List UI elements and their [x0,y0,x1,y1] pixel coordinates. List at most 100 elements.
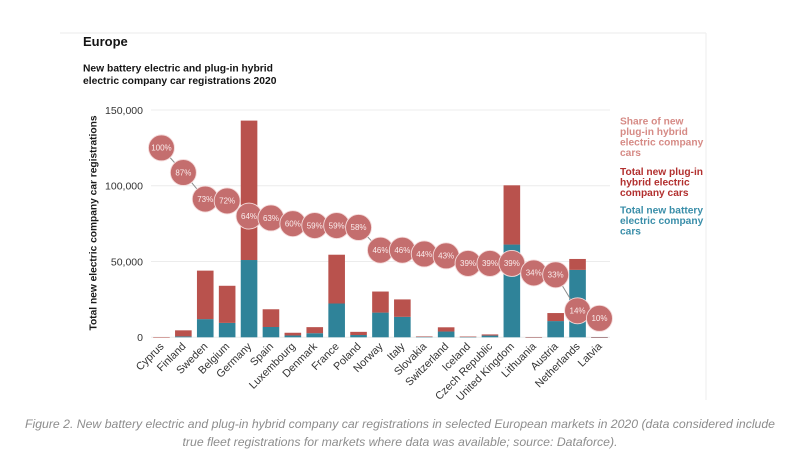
bar-phev-czech-republic [481,334,499,336]
legend-share-line-4: cars [620,148,641,159]
share-bubble-label: 60% [285,219,301,228]
figure-caption-line-1: Figure 2. New battery electric and plug-… [25,417,775,431]
share-bubble-label: 59% [307,221,323,230]
share-bubbles: 100% 87% 73% 72% 64% 63% 60% 59% 59% 58% 46% 46% 44%… [147,134,613,332]
share-bubble-label: 59% [329,221,345,230]
bar-bev-germany [240,260,258,338]
bar-bev-sweden [196,319,214,338]
y-tick-label: 100,000 [105,181,143,193]
share-bubble-label: 46% [372,246,388,255]
share-bubble-label: 46% [394,246,410,255]
bar-bev-norway [372,312,389,338]
share-bubble-circle [147,134,175,162]
share-bubble-circle [169,159,197,186]
bar-phev-austria [547,313,564,322]
share-bubble-cyprus: 100% [147,134,175,162]
y-tick-label: 50,000 [111,256,143,268]
legend-item-phev: Total new plug-in hybrid electric compan… [620,167,703,199]
share-bubble-label: 39% [504,259,520,268]
share-bubble-label: 34% [526,269,542,278]
bar-phev-germany [240,120,258,261]
chart-subtitle-line-2: electric company car registrations 2020 [83,76,277,87]
bar-bev-france [328,303,345,338]
legend-phev-line-2: hybrid electric [620,178,690,189]
x-axis-ticks: CyprusFinlandSwedenBelgiumGermanySpainLu… [134,340,605,403]
share-bubble-czech-republic: 39% [476,249,504,277]
legend-phev-line-3: company cars [620,188,689,199]
legend-bev-line-1: Total new battery [620,206,703,217]
y-axis-title: Total new electric company car registrat… [89,115,100,330]
chart-subtitle-line-1: New battery electric and plug-in hybrid [83,64,273,75]
share-bubble-label: 33% [548,271,564,280]
bar-phev-cyprus [153,337,170,338]
y-tick-label: 150,000 [105,105,143,117]
bar-phev-slovakia [415,336,433,337]
legend-bev-line-3: cars [620,227,641,238]
figure-caption-line-2: true fleet registrations for markets whe… [183,435,618,449]
bar-bev-austria [547,321,564,338]
bar-bev-luxembourg [284,335,302,338]
share-bubble-lithuania: 34% [520,259,548,287]
bar-phev-netherlands [569,258,586,270]
legend: Share of new plug-in hybrid electric com… [620,117,704,238]
share-bubble-label: 64% [241,212,257,221]
bar-phev-iceland [459,336,477,338]
share-bubble-circle [213,187,241,215]
bars [153,120,608,338]
bar-bev-switzerland [437,331,455,338]
bar-phev-finland [175,330,192,337]
bar-bev-belgium [218,322,236,338]
share-bubble-label: 100% [151,144,171,153]
share-bubble-label: 43% [438,252,454,261]
legend-share-line-1: Share of new [620,117,683,128]
bar-phev-sweden [196,270,214,320]
share-bubble-circle [586,304,613,332]
legend-phev-line-1: Total new plug-in [620,167,703,178]
bar-phev-united-kingdom [503,185,521,245]
legend-bev-line-2: electric company [620,216,704,227]
bar-bev-spain [262,326,280,338]
bar-phev-luxembourg [284,332,302,336]
share-bubble-iceland: 39% [454,249,482,277]
share-bubble-poland: 58% [345,213,372,241]
y-axis-ticks: 0 50,000 100,000 150,000 [105,105,143,344]
share-bubble-belgium: 72% [213,187,241,215]
share-bubble-latvia: 10% [586,304,613,332]
share-bubble-finland: 87% [169,159,197,186]
bar-phev-spain [262,309,280,327]
share-bubble-label: 39% [460,259,476,268]
bar-phev-norway [372,291,389,313]
share-bubble-circle [542,261,570,289]
share-bubble-label: 14% [570,307,586,316]
share-bubble-label: 72% [219,197,235,206]
legend-share-line-2: plug-in hybrid [620,127,688,138]
chart-title: Europe [83,34,128,49]
bar-phev-denmark [306,327,324,334]
share-bubble-label: 87% [175,168,191,177]
bar-bev-iceland [459,336,477,338]
share-bubble-label: 58% [351,223,367,232]
share-bubble-circle [345,213,372,241]
bar-phev-france [328,254,345,304]
legend-item-bev: Total new battery electric company cars [620,206,704,238]
share-bubble-label: 73% [197,195,213,204]
share-bubble-label: 39% [482,259,498,268]
legend-share-line-3: electric company [620,138,704,149]
legend-item-share: Share of new plug-in hybrid electric com… [620,117,704,160]
bar-phev-latvia [591,337,608,338]
bar-bev-poland [350,335,367,338]
x-tick-label-latvia: Latvia [576,341,605,370]
y-tick-label: 0 [137,332,143,344]
bar-bev-czech-republic [481,335,499,338]
bar-bev-italy [394,316,411,338]
bar-phev-poland [350,331,367,336]
share-bubble-austria: 33% [542,261,570,289]
bar-phev-lithuania [525,336,543,338]
share-bubble-label: 10% [591,314,607,323]
share-bubble-label: 63% [263,214,279,223]
bar-bev-finland [175,336,192,338]
bar-phev-belgium [218,285,236,323]
bar-bev-denmark [306,333,324,338]
bar-bev-slovakia [415,336,433,338]
